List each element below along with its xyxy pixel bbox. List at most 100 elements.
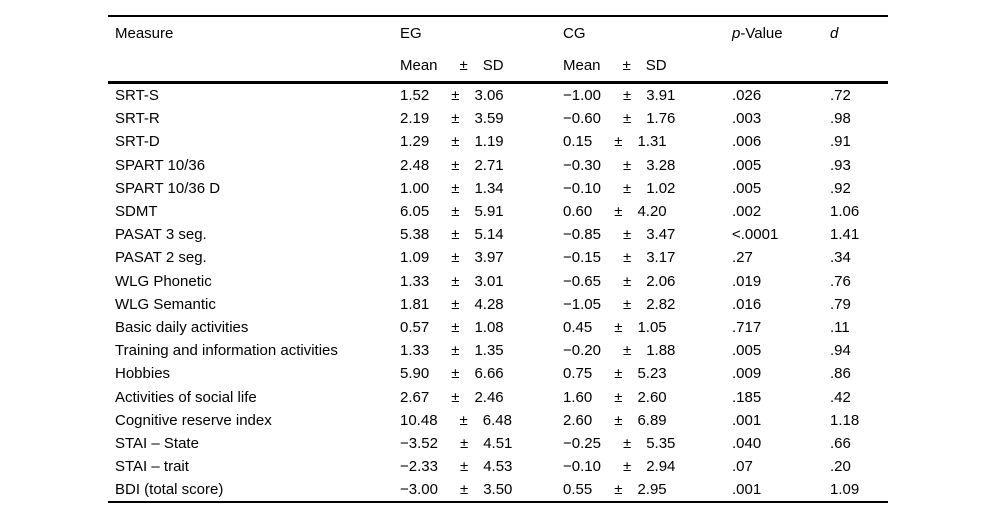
cg-mean-value: 2.60 <box>563 411 593 429</box>
table-header-rule <box>108 81 888 84</box>
header-cg-sd: SD <box>645 56 667 74</box>
cg-cell: −0.25 ±5.35 <box>563 435 732 452</box>
cg-plus-minus: ± <box>614 481 623 499</box>
table-row: Cognitive reserve index 10.48 ±6.48 2.60 ±… <box>108 409 888 432</box>
eg-cell: 0.57 ±1.08 <box>400 319 563 336</box>
d-cell: .42 <box>830 388 851 406</box>
cg-mean-value: 0.45 <box>563 318 593 336</box>
table-top-rule <box>108 15 888 17</box>
eg-cell: 5.90 ±6.66 <box>400 365 563 382</box>
d-cell: .98 <box>830 110 851 128</box>
eg-plus-minus: ± <box>451 203 460 221</box>
eg-mean-value: −2.33 <box>400 458 438 476</box>
d-cell: 1.09 <box>830 481 860 499</box>
cg-sd-value: 3.28 <box>646 156 676 174</box>
eg-plus-minus: ± <box>451 133 460 151</box>
measure-cell: Activities of social life <box>115 388 257 406</box>
eg-mean-value: 2.48 <box>400 156 430 174</box>
eg-mean-value: 1.33 <box>400 342 430 360</box>
eg-cell: 1.00 ±1.34 <box>400 180 563 197</box>
d-cell: 1.41 <box>830 226 860 244</box>
table-row: PASAT 3 seg. 5.38 ±5.14 −0.85 ±3.47 <.0001… <box>108 223 888 246</box>
cg-plus-minus: ± <box>622 226 632 244</box>
header-d-italic: d <box>830 24 839 42</box>
eg-mean-value: 1.09 <box>400 249 430 267</box>
p-value-cell: .717 <box>732 318 762 336</box>
eg-sd-value: 6.48 <box>482 411 512 429</box>
cg-plus-minus: ± <box>622 179 632 197</box>
d-cell: .79 <box>830 295 851 313</box>
header-p-value: p-Value <box>732 25 830 42</box>
cg-sd-value: 1.76 <box>646 110 676 128</box>
measure-cell: WLG Phonetic <box>115 272 212 290</box>
cg-cell: −0.65 ±2.06 <box>563 273 732 290</box>
cg-plus-minus: ± <box>622 110 632 128</box>
eg-sd-value: 6.66 <box>474 365 504 383</box>
p-value-cell: .185 <box>732 388 762 406</box>
eg-cell: 2.19 ±3.59 <box>400 110 563 127</box>
p-value-cell: .026 <box>732 87 762 105</box>
eg-sd-value: 4.53 <box>483 458 513 476</box>
eg-mean-value: −3.52 <box>400 434 438 452</box>
header-d: d <box>830 25 888 42</box>
eg-mean-value: 6.05 <box>400 203 430 221</box>
eg-mean-value: −3.00 <box>400 481 438 499</box>
table-row: BDI (total score) −3.00 ±3.50 0.55 ±2.95 .… <box>108 478 888 501</box>
cg-cell: −0.85 ±3.47 <box>563 226 732 243</box>
eg-sd-value: 1.08 <box>474 318 504 336</box>
cg-sd-value: 5.35 <box>646 434 676 452</box>
eg-sd-value: 3.50 <box>483 481 513 499</box>
header-p-value-italic-part: p <box>732 24 741 42</box>
p-value-cell: .005 <box>732 156 762 174</box>
eg-plus-minus: ± <box>451 249 460 267</box>
cg-sd-value: 1.31 <box>637 133 667 151</box>
measure-cell: Training and information activities <box>115 342 338 360</box>
eg-plus-minus: ± <box>451 318 460 336</box>
table-header-row-groups: Measure EG CG p-Value d <box>108 17 888 49</box>
eg-plus-minus: ± <box>451 365 460 383</box>
p-value-cell: .006 <box>732 133 762 151</box>
cg-plus-minus: ± <box>622 272 632 290</box>
eg-plus-minus: ± <box>451 388 460 406</box>
p-value-cell: <.0001 <box>732 226 779 244</box>
cg-cell: 0.15 ±1.31 <box>563 133 732 150</box>
cg-mean-value: −0.20 <box>563 342 601 360</box>
cg-mean-value: −0.25 <box>563 434 601 452</box>
cg-mean-value: −1.05 <box>563 295 601 313</box>
cg-cell: 1.60 ±2.60 <box>563 389 732 406</box>
eg-plus-minus: ± <box>459 481 469 499</box>
cg-plus-minus: ± <box>622 87 632 105</box>
eg-cell: −3.52 ±4.51 <box>400 435 563 452</box>
results-table: Measure EG CG p-Value d Mean ± SD Mean ± SD … <box>108 15 888 504</box>
cg-cell: −0.10 ±2.94 <box>563 458 732 475</box>
p-value-cell: .005 <box>732 342 762 360</box>
p-value-cell: .040 <box>732 434 762 452</box>
eg-cell: 2.67 ±2.46 <box>400 389 563 406</box>
cg-plus-minus: ± <box>622 458 632 476</box>
eg-sd-value: 1.35 <box>474 342 504 360</box>
cg-sd-value: 1.88 <box>646 342 676 360</box>
eg-cell: −2.33 ±4.53 <box>400 458 563 475</box>
cg-sd-value: 3.91 <box>646 87 676 105</box>
d-cell: .34 <box>830 249 851 267</box>
cg-mean-value: −0.65 <box>563 272 601 290</box>
p-value-cell: .27 <box>732 249 753 267</box>
cg-cell: −0.10 ±1.02 <box>563 180 732 197</box>
cg-cell: 0.60 ±4.20 <box>563 203 732 220</box>
eg-cell: −3.00 ±3.50 <box>400 481 563 498</box>
p-value-cell: .001 <box>732 481 762 499</box>
measure-cell: BDI (total score) <box>115 481 224 499</box>
table-body: SRT-S 1.52 ±3.06 −1.00 ±3.91 .026 .72 SRT-… <box>108 84 888 501</box>
d-cell: .93 <box>830 156 851 174</box>
table-row: SRT-D 1.29 ±1.19 0.15 ±1.31 .006 .91 <box>108 130 888 153</box>
header-eg-mean: Mean <box>400 56 438 74</box>
eg-plus-minus: ± <box>459 458 469 476</box>
eg-cell: 1.33 ±3.01 <box>400 273 563 290</box>
eg-mean-value: 5.90 <box>400 365 430 383</box>
eg-cell: 1.52 ±3.06 <box>400 87 563 104</box>
eg-plus-minus: ± <box>451 156 460 174</box>
eg-plus-minus: ± <box>451 87 460 105</box>
d-cell: .94 <box>830 342 851 360</box>
cg-mean-value: −0.30 <box>563 156 601 174</box>
eg-plus-minus: ± <box>451 110 460 128</box>
